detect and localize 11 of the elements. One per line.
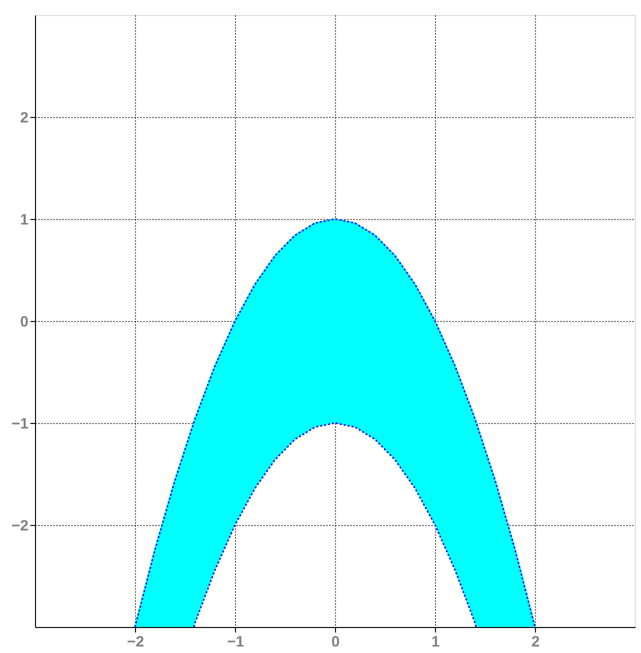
y-tick-label: 2	[20, 110, 28, 126]
y-tick-label: −2	[11, 518, 28, 534]
x-tick-label: 2	[531, 634, 540, 650]
line-series	[193, 422, 477, 627]
x-tick-label: −2	[126, 634, 144, 650]
y-tick-label: 0	[20, 314, 28, 330]
x-tick-label: −1	[226, 634, 244, 650]
x-tick-label: 1	[431, 634, 440, 650]
x-tick-label: 0	[331, 634, 340, 650]
y-tick-label: −1	[11, 416, 28, 432]
y-tick-label: 1	[20, 212, 28, 228]
